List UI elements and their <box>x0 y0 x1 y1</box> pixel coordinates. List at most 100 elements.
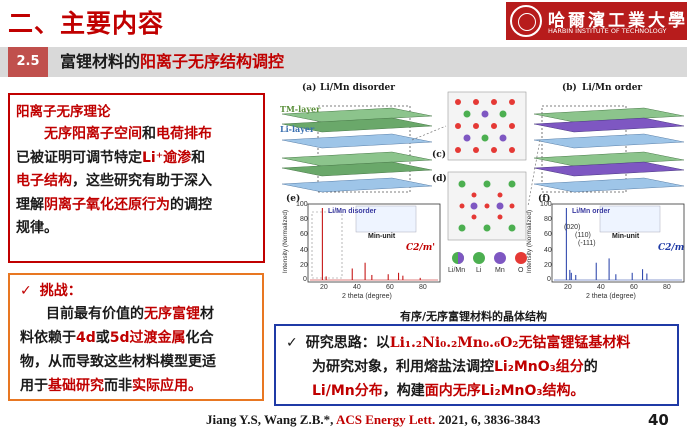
mn-slab-1 <box>533 117 685 133</box>
o-atom <box>509 123 515 129</box>
text-span: 无序阳离子空间 <box>44 126 142 142</box>
text-span: Li₁.₂Ni₀.₂Mn₀.₆O₂ <box>389 335 519 351</box>
text-span: 料依赖于 <box>20 330 76 346</box>
legend-mn-label: Mn <box>495 267 505 274</box>
tm-slab-3 <box>533 107 685 123</box>
tm-slab-1b <box>281 117 433 133</box>
connector-b-d <box>527 139 541 207</box>
f-xtick: 80 <box>663 284 671 291</box>
legend-li-icon <box>473 252 485 264</box>
li-atom <box>483 224 491 232</box>
e-xtick: 20 <box>320 284 328 291</box>
f-ytick: 40 <box>544 247 552 254</box>
panel-b-crystal <box>533 105 685 193</box>
text-span: 化合 <box>185 330 214 346</box>
xrd-e-inset <box>355 205 417 233</box>
tm-slab-2 <box>281 151 433 167</box>
theory-box: 阳离子无序理论 无序阳离子空间和电荷排布 已被证明可调节特定Li⁺逾渗和 电子结… <box>8 93 265 263</box>
text-span: 基础研究 <box>48 378 104 394</box>
xrd-f-inset <box>599 205 661 233</box>
panel-e-label: (e) <box>286 194 301 204</box>
e-space-group: C2/m' <box>406 243 435 253</box>
legend-li-label: Li <box>476 267 482 274</box>
text-span: 阴离子氧化还原行为 <box>44 196 170 213</box>
theory-title: 阳离子无序理论 <box>16 104 111 120</box>
text-span: 无序富锂 <box>144 306 200 322</box>
checkmark-icon: ✓ <box>20 283 32 299</box>
o-atom <box>509 99 515 105</box>
section-title-prefix: 富锂材料的 <box>60 52 141 71</box>
panel-c-structure <box>447 91 527 161</box>
panel-a-cell-box <box>317 105 411 193</box>
f-xlabel: 2 theta (degree) <box>586 293 636 300</box>
e-xtick: 40 <box>353 284 361 291</box>
approach-box: ✓ 研究思路：以Li₁.₂Ni₀.₂Mn₀.₆O₂无钴富锂锰基材料 为研究对象，利… <box>274 324 679 406</box>
o-atom <box>455 147 461 153</box>
panel-b-label: (b) <box>562 83 577 93</box>
text-span: 电荷排布 <box>156 126 212 142</box>
f-min-unit: Min-unit <box>612 233 640 240</box>
f-ytick: 0 <box>547 276 551 283</box>
university-logo: 哈爾濱工業大學 HARBIN INSTITUTE OF TECHNOLOGY <box>506 2 687 40</box>
text-span: 理解 <box>16 196 44 213</box>
o-atom <box>484 203 490 209</box>
slide-header: 二、主要内容 哈爾濱工業大學 HARBIN INSTITUTE OF TECHN… <box>0 0 687 40</box>
o-atom <box>497 192 503 198</box>
panel-c-label: (c) <box>432 150 446 160</box>
legend-mn-icon <box>494 252 506 264</box>
panel-a-label: (a) <box>302 83 317 93</box>
f-inset-title: Li/Mn order <box>572 208 611 215</box>
li-atom <box>481 134 489 142</box>
e-xtick: 80 <box>419 284 427 291</box>
panel-a-crystal <box>281 105 433 193</box>
f-ylabel: Intensity (Normalized) <box>526 209 534 274</box>
text-span: Li⁺逾渗 <box>142 149 192 166</box>
o-atom <box>491 147 497 153</box>
panel-f-label: (f) <box>538 194 551 204</box>
citation-details: 2021, 6, 3836-3843 <box>435 412 541 427</box>
o-atom <box>473 99 479 105</box>
text-span: 已被证明可调节特定 <box>16 149 142 166</box>
connector-a-c <box>411 125 447 141</box>
challenge-line-4: 用于基础研究而非实际应用。 <box>20 374 252 398</box>
text-span: 目前最有价值的 <box>46 306 144 322</box>
text-span: 的调控 <box>170 196 212 213</box>
text-span: 的 <box>583 359 598 375</box>
peak-110-label: (110) <box>575 232 591 239</box>
citation-authors: Jiang Y.S, Wang Z.B.*, <box>206 412 336 427</box>
o-atom <box>491 99 497 105</box>
approach-line-2: 为研究对象，利用熔盐法调控Li₂MnO₃组分的 <box>286 355 667 379</box>
text-span: Li₂MnO₃组分 <box>494 359 584 375</box>
theory-line-5: 规律。 <box>16 220 58 236</box>
panel-d-structure <box>447 171 527 241</box>
xrd-f-axes <box>551 203 685 283</box>
f-ytick: 80 <box>544 216 552 223</box>
text-span: 或 <box>95 330 110 346</box>
e-ytick: 100 <box>296 201 308 208</box>
tm-slab-4 <box>533 151 685 167</box>
text-span: 为研究对象，利用熔盐法调控 <box>312 359 494 375</box>
li-slab-3 <box>533 133 685 149</box>
o-atom <box>471 214 477 220</box>
atom-legend <box>452 252 527 264</box>
approach-line-3: Li/Mn分布，构建面内无序Li₂MnO₃结构。 <box>286 379 667 403</box>
f-ytick: 100 <box>540 201 552 208</box>
o-atom <box>455 99 461 105</box>
e-min-unit: Min-unit <box>368 233 396 240</box>
tm-slab-1 <box>281 107 433 123</box>
o-atom <box>473 123 479 129</box>
o-atom <box>509 147 515 153</box>
li-atom <box>458 180 466 188</box>
section-bar: 2.5 富锂材料的阳离子无序结构调控 <box>0 47 687 77</box>
f-xtick: 20 <box>564 284 572 291</box>
legend-limn-label: Li/Mn <box>448 267 466 274</box>
li-layer-label: Li-layer <box>280 124 315 134</box>
text-span: ，这些研究有助于深入 <box>72 173 212 189</box>
o-atom <box>497 214 503 220</box>
approach-line-1: ✓ 研究思路：以Li₁.₂Ni₀.₂Mn₀.₆O₂无钴富锂锰基材料 <box>286 331 667 355</box>
text-span: 4d <box>76 330 96 346</box>
challenge-line-3: 物，从而导致这些材料模型更适 <box>20 354 216 370</box>
o-atom <box>471 192 477 198</box>
theory-line-2: 已被证明可调节特定Li⁺逾渗和 <box>16 147 257 171</box>
o-atom <box>491 123 497 129</box>
